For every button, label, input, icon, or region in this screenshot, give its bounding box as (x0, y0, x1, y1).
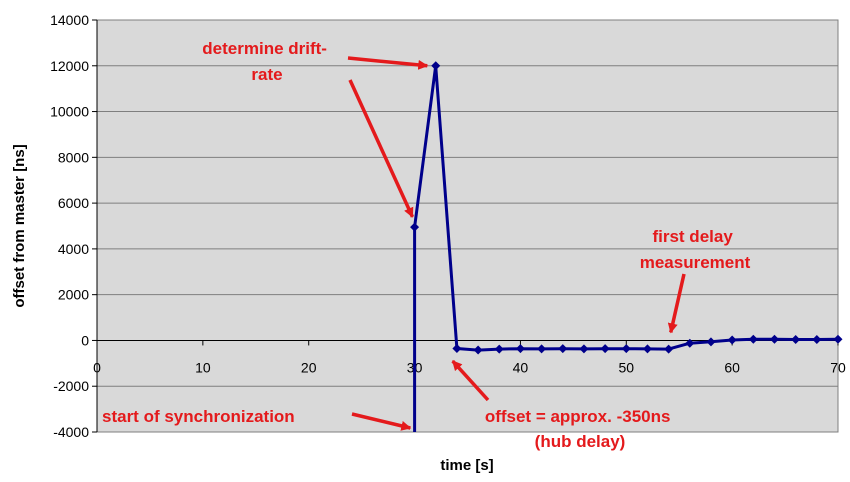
y-tick-label: 0 (81, 332, 89, 348)
annotation-arrow (351, 412, 412, 431)
data-point (473, 345, 483, 355)
y-tick-label: 14000 (50, 12, 89, 28)
data-point (791, 335, 801, 345)
annotation-arrow (451, 359, 490, 402)
data-point (664, 344, 674, 354)
data-point (410, 222, 420, 232)
data-point (558, 344, 568, 354)
x-tick-label: 20 (301, 359, 317, 375)
annotation-start-sync-line-1: start of synchronization (102, 407, 295, 426)
annotation-hub-delay-line-1: offset = approx. -350ns (485, 407, 671, 426)
data-point (452, 343, 462, 353)
annotation-first-delay: first delay measurement (640, 227, 751, 272)
x-tick-label: 40 (513, 359, 529, 375)
annotation-drift-rate: determine drift- rate (202, 39, 331, 84)
annotation-hub-delay: offset = approx. -350ns (hub delay) (485, 407, 675, 451)
y-tick-label: 6000 (58, 195, 89, 211)
annotation-arrows (347, 56, 686, 431)
x-tick-label: 70 (830, 359, 846, 375)
x-tick-label: 0 (93, 359, 101, 375)
y-tick-label: -2000 (53, 378, 89, 394)
y-tick-label: -4000 (53, 424, 89, 440)
annotation-drift-rate-line-2: rate (251, 65, 282, 84)
y-tick-label: 4000 (58, 241, 89, 257)
plot-area (96, 19, 839, 433)
data-point (642, 344, 652, 354)
axes: -4000-2000020004000600080001000012000140… (50, 12, 846, 440)
data-point (600, 344, 610, 354)
annotation-arrow (667, 273, 686, 334)
y-tick-label: 2000 (58, 287, 89, 303)
y-axis-title: offset from master [ns] (11, 144, 28, 307)
x-tick-label: 10 (195, 359, 211, 375)
data-point (494, 344, 504, 354)
annotation-drift-rate-line-1: determine drift- (202, 39, 327, 58)
annotation-hub-delay-line-2: (hub delay) (535, 432, 626, 451)
data-point (812, 335, 822, 345)
annotation-first-delay-line-1: first delay (652, 227, 733, 246)
y-tick-label: 10000 (50, 104, 89, 120)
y-tick-label: 8000 (58, 149, 89, 165)
annotation-start-sync: start of synchronization (102, 407, 295, 426)
data-point (537, 344, 547, 354)
series-layer (410, 61, 843, 432)
data-point (579, 344, 589, 354)
data-point (769, 334, 779, 344)
data-point (833, 334, 843, 344)
annotation-arrow (347, 56, 429, 70)
data-point (431, 61, 441, 71)
x-axis-title: time [s] (440, 457, 493, 474)
series-line (413, 64, 839, 432)
x-tick-label: 60 (724, 359, 740, 375)
annotation-arrow (348, 79, 415, 218)
grid-lines (97, 19, 838, 433)
data-point (727, 335, 737, 345)
data-point (685, 338, 695, 348)
data-point (748, 334, 758, 344)
data-point (706, 337, 716, 347)
x-tick-label: 50 (618, 359, 634, 375)
data-point (621, 344, 631, 354)
data-point (515, 344, 525, 354)
y-tick-label: 12000 (50, 58, 89, 74)
annotation-first-delay-line-2: measurement (640, 253, 751, 272)
